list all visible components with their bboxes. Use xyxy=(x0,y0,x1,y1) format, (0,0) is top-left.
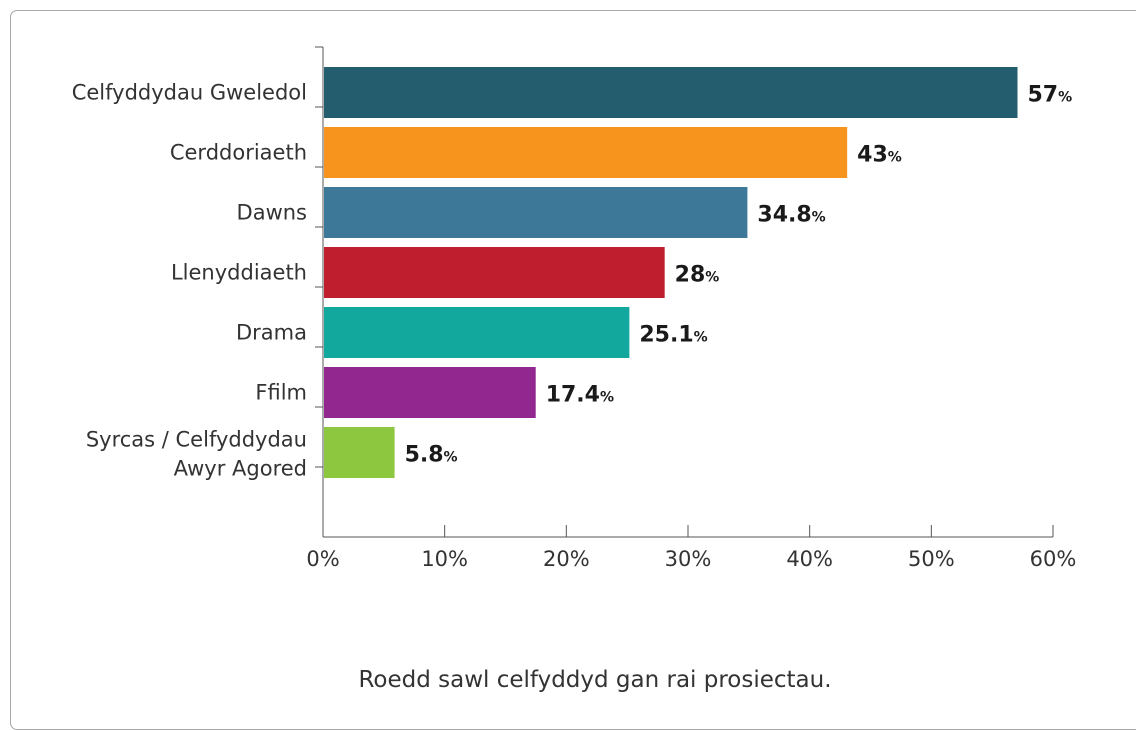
value-label: 43% xyxy=(857,143,902,168)
bar xyxy=(324,187,748,238)
bar xyxy=(324,367,536,418)
value-label: 5.8% xyxy=(405,443,458,468)
x-tick-label: 10% xyxy=(421,547,468,571)
x-tick-label: 50% xyxy=(908,547,955,571)
value-label: 57% xyxy=(1028,83,1073,108)
category-label: Drama xyxy=(236,321,307,345)
category-label: Celfyddydau Gweledol xyxy=(72,81,307,105)
value-label: 34.8% xyxy=(757,203,825,228)
bar xyxy=(324,307,630,358)
bar-chart: 0% 10% 20% 30% 40% 50% 60% Celfyddydau Gweledol… xyxy=(72,46,1077,571)
x-tick-label: 20% xyxy=(543,547,590,571)
bar xyxy=(324,427,395,478)
bar xyxy=(324,247,665,298)
x-tick-label: 40% xyxy=(786,547,833,571)
bar xyxy=(324,127,848,178)
category-label: Llenyddiaeth xyxy=(171,261,307,285)
x-tick-label: 0% xyxy=(306,547,339,571)
value-label: 17.4% xyxy=(546,383,614,408)
category-label: Dawns xyxy=(237,201,307,225)
category-label: Cerddoriaeth xyxy=(170,141,307,165)
category-label: Ffilm xyxy=(255,381,307,405)
value-label: 25.1% xyxy=(639,323,707,348)
bar xyxy=(324,67,1018,118)
x-tick-label: 30% xyxy=(665,547,712,571)
chart-caption: Roedd sawl celfyddyd gan rai prosiectau. xyxy=(358,667,832,693)
x-tick-label: 60% xyxy=(1030,547,1077,571)
category-label: Syrcas / Celfyddydau Awyr Agored xyxy=(86,428,307,481)
value-label: 28% xyxy=(675,263,720,288)
